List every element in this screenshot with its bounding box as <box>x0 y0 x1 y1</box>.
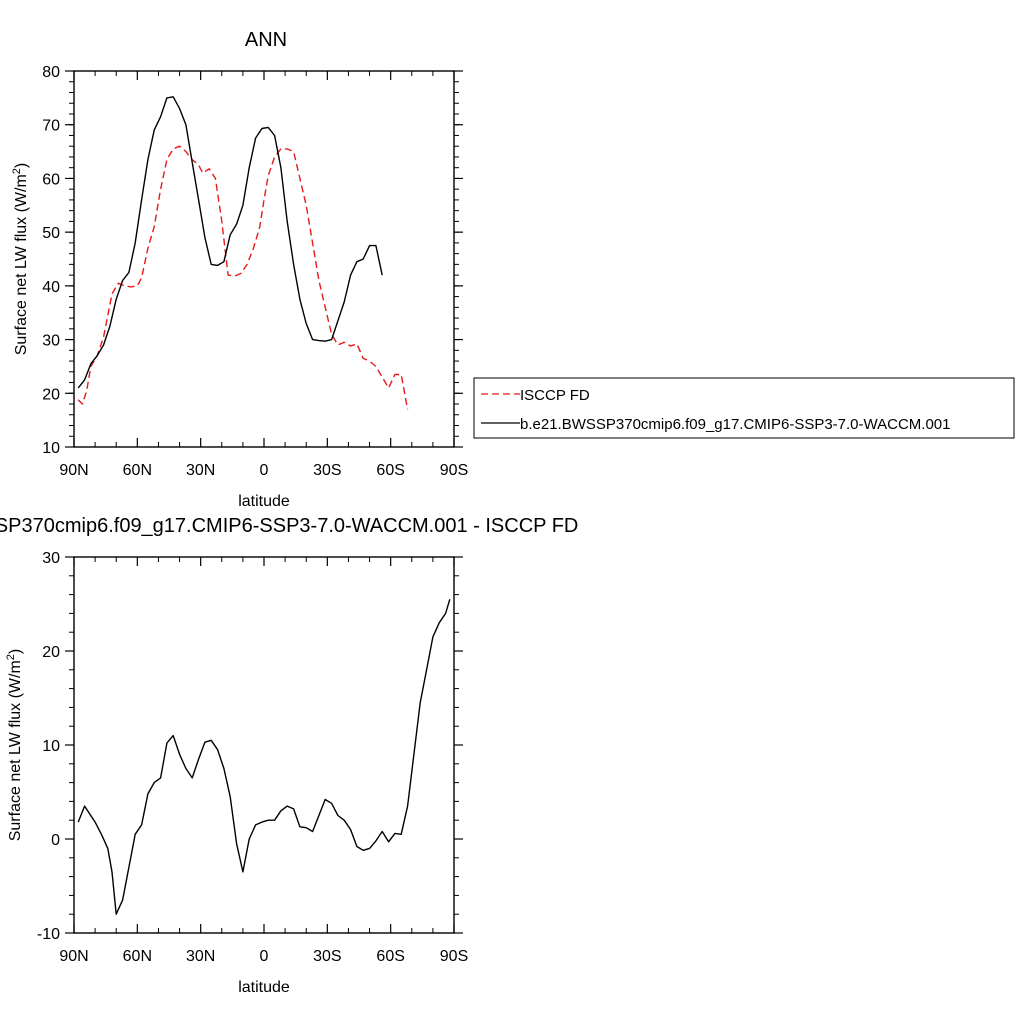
top-panel: ANN 90N 60N 30N 0 30S 60S 90S1020304050607080 … <box>11 29 468 510</box>
top-ytick-label: 20 <box>42 386 60 403</box>
top-y-axis-label: Surface net LW flux (W/m2) <box>11 163 30 356</box>
bottom-xtick-label: 90S <box>440 948 468 965</box>
top-chart-title: ANN <box>245 29 287 51</box>
bottom-series-lines <box>77 599 451 915</box>
bottom-ytick-label: 20 <box>42 644 60 661</box>
top-xtick-label: 0 <box>260 462 269 479</box>
legend-label-model: b.e21.BWSSP370cmip6.f09_g17.CMIP6-SSP3-7… <box>520 416 950 433</box>
top-series-lines <box>77 96 409 410</box>
bottom-ytick-label: 0 <box>51 832 60 849</box>
bottom-x-axis-label: latitude <box>238 979 290 996</box>
bottom-series-line-0 <box>77 599 451 915</box>
bottom-xtick-label: 30N <box>186 948 215 965</box>
top-series-line-0 <box>77 145 409 410</box>
legend-box <box>473 377 1015 439</box>
bottom-y-axis-label: Surface net LW flux (W/m2) <box>5 649 24 842</box>
bottom-panel: b.e21.BWSSP370cmip6.f09_g17.CMIP6-SSP3-7… <box>0 515 578 996</box>
bottom-ytick-label: 30 <box>42 550 60 567</box>
bottom-chart-title: b.e21.BWSSP370cmip6.f09_g17.CMIP6-SSP3-7… <box>0 515 578 537</box>
top-ytick-label: 10 <box>42 440 60 457</box>
legend-item-isccp: ISCCP FD <box>481 387 590 404</box>
top-xtick-label: 60S <box>376 462 404 479</box>
top-ytick-label: 30 <box>42 333 60 350</box>
top-series-line-1 <box>77 96 383 389</box>
bottom-xtick-label: 60N <box>123 948 152 965</box>
bottom-xtick-label: 30S <box>313 948 341 965</box>
bottom-plot-frame <box>73 556 455 934</box>
top-xtick-label: 60N <box>123 462 152 479</box>
top-xtick-label: 30S <box>313 462 341 479</box>
bottom-ytick-label: 10 <box>42 738 60 755</box>
legend-label-isccp: ISCCP FD <box>520 387 590 404</box>
top-x-axis-label: latitude <box>238 493 290 510</box>
bottom-xtick-label: 60S <box>376 948 404 965</box>
top-ytick-label: 40 <box>42 279 60 296</box>
top-ytick-label: 60 <box>42 171 60 188</box>
top-xtick-label: 90N <box>59 462 88 479</box>
legend-item-model: b.e21.BWSSP370cmip6.f09_g17.CMIP6-SSP3-7… <box>481 416 950 433</box>
bottom-axes-ticks: 90N 60N 30N 0 30S 60S 90S -10 0 10 20 30 <box>37 550 468 965</box>
bottom-ytick-label: -10 <box>37 926 60 943</box>
top-plot-frame <box>73 70 455 448</box>
top-xtick-label: 90S <box>440 462 468 479</box>
bottom-xtick-label: 90N <box>59 948 88 965</box>
top-ytick-label: 70 <box>42 118 60 135</box>
top-ytick-label: 80 <box>42 64 60 81</box>
top-ytick-label: 50 <box>42 225 60 242</box>
top-xtick-label: 30N <box>186 462 215 479</box>
bottom-xtick-label: 0 <box>260 948 269 965</box>
top-axes-ticks: 90N 60N 30N 0 30S 60S 90S 10 20 30 40 50 60 70 80 <box>42 64 468 479</box>
legend: ISCCP FD b.e21.BWSSP370cmip6.f09_g17.CMI… <box>473 377 1015 439</box>
